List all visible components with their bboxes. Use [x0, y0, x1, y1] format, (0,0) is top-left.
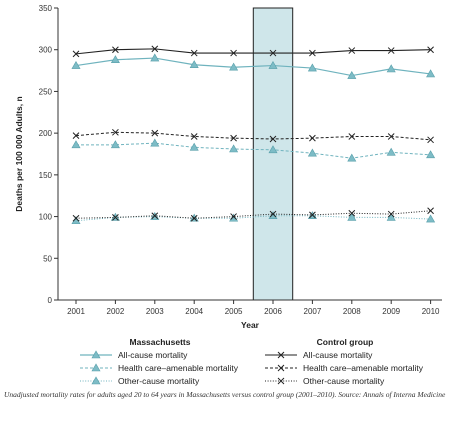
point-control-group-all-cause-mortality-2007 [309, 49, 316, 57]
point-control-group-health-care-amenable-mortality-2006 [269, 135, 277, 143]
point-massachusetts-all-cause-mortality-2010 [426, 69, 436, 78]
point-control-group-all-cause-mortality-2002 [112, 46, 119, 54]
point-control-group-health-care-amenable-mortality-2009 [387, 133, 395, 140]
x-tick-label-2001: 2001 [67, 307, 85, 316]
legend-heading-control-group: Control group [317, 337, 374, 347]
x-tick-label-2009: 2009 [382, 307, 400, 316]
point-control-group-other-cause-mortality-2006 [269, 210, 277, 218]
point-massachusetts-all-cause-mortality-2007 [307, 63, 317, 72]
point-massachusetts-health-care-amenable-mortality-2008 [347, 153, 357, 162]
point-control-group-all-cause-mortality-2006 [269, 49, 277, 57]
y-tick-label-200: 200 [39, 129, 53, 138]
point-massachusetts-health-care-amenable-mortality-2006 [268, 145, 278, 154]
point-control-group-all-cause-mortality-2003 [151, 45, 159, 53]
point-control-group-other-cause-mortality-2010 [427, 207, 434, 215]
legend-marker-control-group-all-cause-mortality [277, 351, 285, 359]
series-line-massachusetts-other-cause-mortality [75, 215, 431, 222]
point-massachusetts-health-care-amenable-mortality-2001 [71, 140, 81, 149]
point-control-group-all-cause-mortality-2005 [230, 49, 237, 57]
y-axis-title: Deaths per 100 000 Adults, n [14, 96, 24, 211]
point-control-group-health-care-amenable-mortality-2004 [190, 133, 198, 140]
x-tick-label-2008: 2008 [343, 307, 361, 316]
series-line-massachusetts-health-care-amenable-mortality [76, 142, 431, 159]
point-control-group-health-care-amenable-mortality-2002 [112, 128, 119, 136]
point-massachusetts-all-cause-mortality-2008 [347, 70, 357, 79]
legend-label-massachusetts-all-cause-mortality: All-cause mortality [118, 350, 188, 360]
legend-marker-massachusetts-all-cause-mortality [91, 350, 101, 359]
y-tick-label-300: 300 [39, 46, 53, 55]
legend-label-control-group-all-cause-mortality: All-cause mortality [303, 350, 373, 360]
legend-label-control-group-other-cause-mortality: Other-cause mortality [303, 376, 385, 386]
legend-label-massachusetts-health-care-amenable-mortality: Health care–amenable mortality [118, 363, 239, 373]
point-control-group-all-cause-mortality-2010 [427, 46, 434, 54]
legend-marker-control-group-other-cause-mortality [277, 377, 285, 385]
series-line-control-group-other-cause-mortality [75, 210, 431, 219]
highlight-band-2006 [252, 7, 294, 301]
point-massachusetts-all-cause-mortality-2005 [229, 62, 239, 71]
legend-label-massachusetts-other-cause-mortality: Other-cause mortality [118, 376, 200, 386]
point-control-group-health-care-amenable-mortality-2010 [427, 136, 434, 144]
series-line-control-group-all-cause-mortality [75, 48, 431, 55]
point-control-group-health-care-amenable-mortality-2007 [309, 134, 316, 142]
y-tick-label-0: 0 [48, 296, 53, 305]
x-tick-label-2006: 2006 [264, 307, 282, 316]
legend-label-control-group-health-care-amenable-mortality: Health care–amenable mortality [303, 363, 424, 373]
legend-marker-massachusetts-other-cause-mortality [91, 376, 101, 385]
point-massachusetts-health-care-amenable-mortality-2002 [110, 140, 120, 149]
y-tick-label-50: 50 [43, 254, 52, 263]
point-massachusetts-other-cause-mortality-2006 [268, 211, 278, 220]
figure-caption: Unadjusted mortality rates for adults ag… [4, 390, 446, 399]
point-massachusetts-all-cause-mortality-2006 [268, 60, 278, 69]
point-massachusetts-health-care-amenable-mortality-2004 [189, 142, 199, 151]
x-tick-label-2003: 2003 [146, 307, 164, 316]
legend-heading-massachusetts: Massachusetts [130, 337, 191, 347]
point-control-group-other-cause-mortality-2002 [112, 214, 119, 221]
x-axis-title: Year [241, 320, 260, 330]
point-massachusetts-health-care-amenable-mortality-2003 [150, 138, 160, 147]
point-control-group-all-cause-mortality-2001 [72, 50, 80, 58]
point-massachusetts-all-cause-mortality-2004 [189, 60, 199, 69]
point-control-group-health-care-amenable-mortality-2003 [151, 129, 159, 137]
point-massachusetts-all-cause-mortality-2009 [386, 64, 396, 73]
x-tick-label-2002: 2002 [107, 307, 125, 316]
y-tick-label-150: 150 [39, 171, 53, 180]
point-massachusetts-all-cause-mortality-2001 [71, 60, 81, 69]
mortality-line-chart: 0 50 100 150 200 250 300 350 2001 2002 2003 2004 200… [14, 4, 442, 386]
x-tick-label-2005: 2005 [225, 307, 243, 316]
series-line-control-group-health-care-amenable-mortality [75, 131, 431, 141]
point-massachusetts-health-care-amenable-mortality-2005 [229, 144, 239, 153]
point-massachusetts-health-care-amenable-mortality-2007 [307, 148, 317, 157]
point-massachusetts-other-cause-mortality-2005 [229, 213, 239, 222]
point-control-group-other-cause-mortality-2001 [72, 214, 80, 222]
point-control-group-other-cause-mortality-2003 [151, 212, 159, 220]
point-massachusetts-other-cause-mortality-2009 [386, 212, 396, 221]
series-line-massachusetts-all-cause-mortality [75, 57, 431, 77]
point-control-group-all-cause-mortality-2004 [190, 49, 198, 57]
point-control-group-health-care-amenable-mortality-2008 [348, 133, 356, 140]
point-massachusetts-health-care-amenable-mortality-2009 [386, 147, 396, 156]
point-control-group-other-cause-mortality-2008 [348, 209, 356, 217]
point-control-group-other-cause-mortality-2007 [309, 211, 316, 219]
point-control-group-all-cause-mortality-2008 [348, 47, 356, 54]
point-massachusetts-health-care-amenable-mortality-2010 [426, 150, 436, 159]
point-control-group-health-care-amenable-mortality-2005 [230, 134, 237, 142]
y-tick-label-100: 100 [39, 213, 53, 222]
point-massachusetts-other-cause-mortality-2008 [347, 212, 357, 221]
legend-marker-control-group-health-care-amenable-mortality [277, 364, 285, 372]
point-control-group-other-cause-mortality-2005 [230, 213, 237, 220]
x-tick-label-2004: 2004 [185, 307, 203, 316]
x-tick-label-2010: 2010 [422, 307, 440, 316]
point-control-group-health-care-amenable-mortality-2001 [72, 132, 80, 139]
legend-marker-massachusetts-health-care-amenable-mortality [91, 363, 101, 372]
x-tick-label-2007: 2007 [304, 307, 322, 316]
y-tick-label-350: 350 [39, 4, 53, 13]
point-control-group-other-cause-mortality-2009 [387, 210, 395, 218]
point-massachusetts-all-cause-mortality-2003 [150, 53, 160, 62]
point-control-group-all-cause-mortality-2009 [387, 47, 395, 54]
y-tick-label-250: 250 [39, 87, 53, 96]
point-control-group-other-cause-mortality-2004 [190, 214, 198, 222]
point-massachusetts-all-cause-mortality-2002 [110, 55, 120, 64]
point-massachusetts-other-cause-mortality-2010 [426, 214, 436, 223]
